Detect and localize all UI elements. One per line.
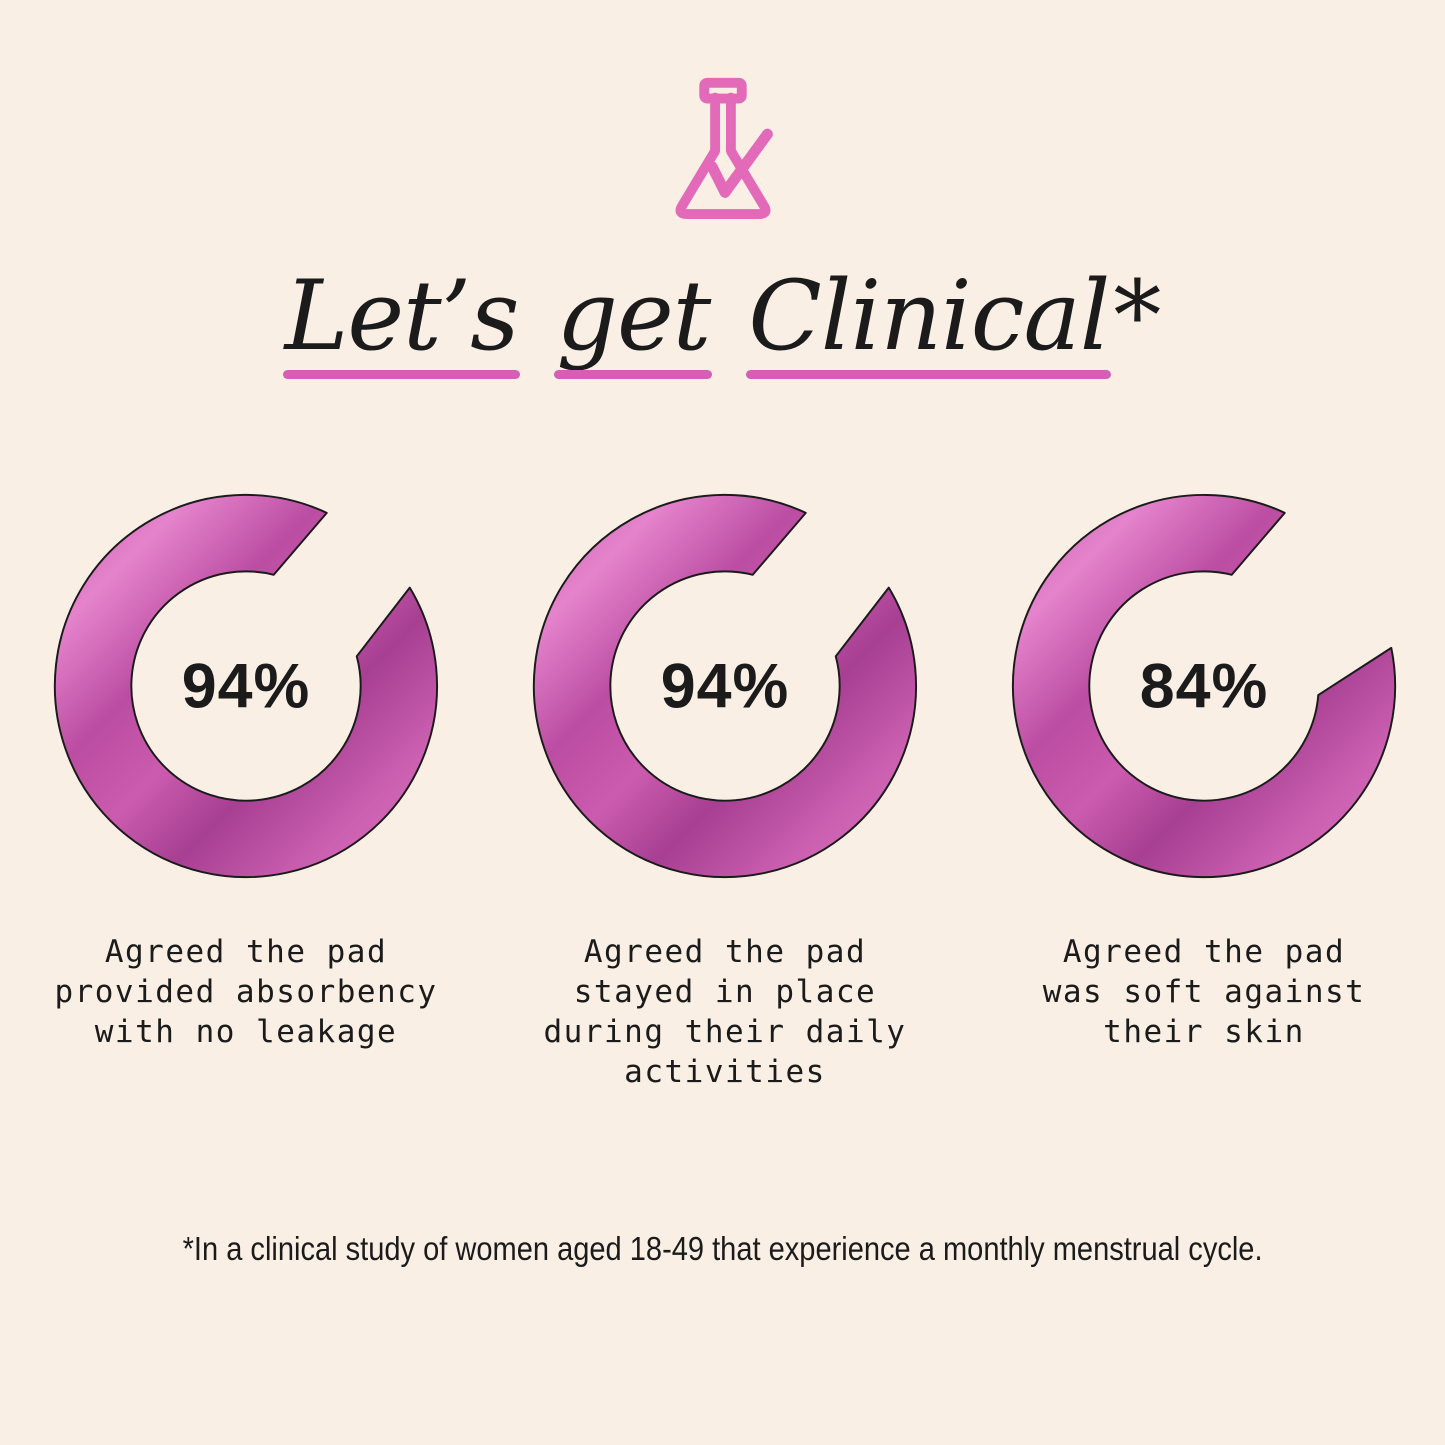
donut-value: 94% [182, 652, 310, 722]
donut-caption: Agreed the pad provided absorbency with … [54, 934, 438, 1050]
donut-caption: Agreed the pad was soft against their sk… [1042, 934, 1366, 1050]
donut-chart: 94% [50, 490, 442, 882]
flask-check-icon-svg [675, 77, 773, 220]
donut-chart-svg: 84% [1012, 493, 1397, 879]
donut-value: 94% [661, 652, 789, 722]
title-word-group: Clinical * [746, 260, 1161, 379]
donut-chart: 84% [1008, 490, 1400, 882]
donut-ring [53, 493, 439, 879]
donut-ring [532, 493, 918, 879]
donut-chart-svg: 94% [532, 493, 918, 879]
title-word-text: Clinical [748, 260, 1110, 372]
donut-caption: Agreed the pad stayed in place during th… [543, 934, 907, 1090]
flask-body [675, 92, 770, 220]
title-asterisk: * [1113, 260, 1161, 372]
title-word-get: get [554, 268, 713, 379]
title-word-text: Let’s [284, 260, 520, 372]
donut-ring [1012, 493, 1397, 879]
footnote-wrap: *In a clinical study of women aged 18-49… [0, 1228, 1445, 1270]
donut-chart-svg: 94% [53, 493, 439, 879]
stat-column: 94% Agreed the pad provided absorbency w… [50, 490, 442, 1092]
check-mark [706, 128, 773, 198]
stat-column: 84% Agreed the pad was soft against thei… [1008, 490, 1400, 1092]
donut-value: 84% [1140, 652, 1268, 722]
donut-chart: 94% [529, 490, 921, 882]
title-underline [554, 370, 713, 379]
flask-check-icon [0, 64, 1445, 222]
stat-column: 94% Agreed the pad stayed in place durin… [529, 490, 921, 1092]
title-underline [282, 370, 521, 379]
charts-row: 94% Agreed the pad provided absorbency w… [50, 490, 1400, 1092]
page-title: Let’s get Clinical * [0, 268, 1445, 379]
flask-rim [698, 77, 747, 104]
title-word-lets: Let’s [282, 268, 521, 379]
title-word-clinical: Clinical [746, 268, 1112, 379]
title-word-text: get [556, 260, 711, 372]
title-underline [746, 370, 1112, 379]
footnote: *In a clinical study of women aged 18-49… [182, 1230, 1263, 1267]
